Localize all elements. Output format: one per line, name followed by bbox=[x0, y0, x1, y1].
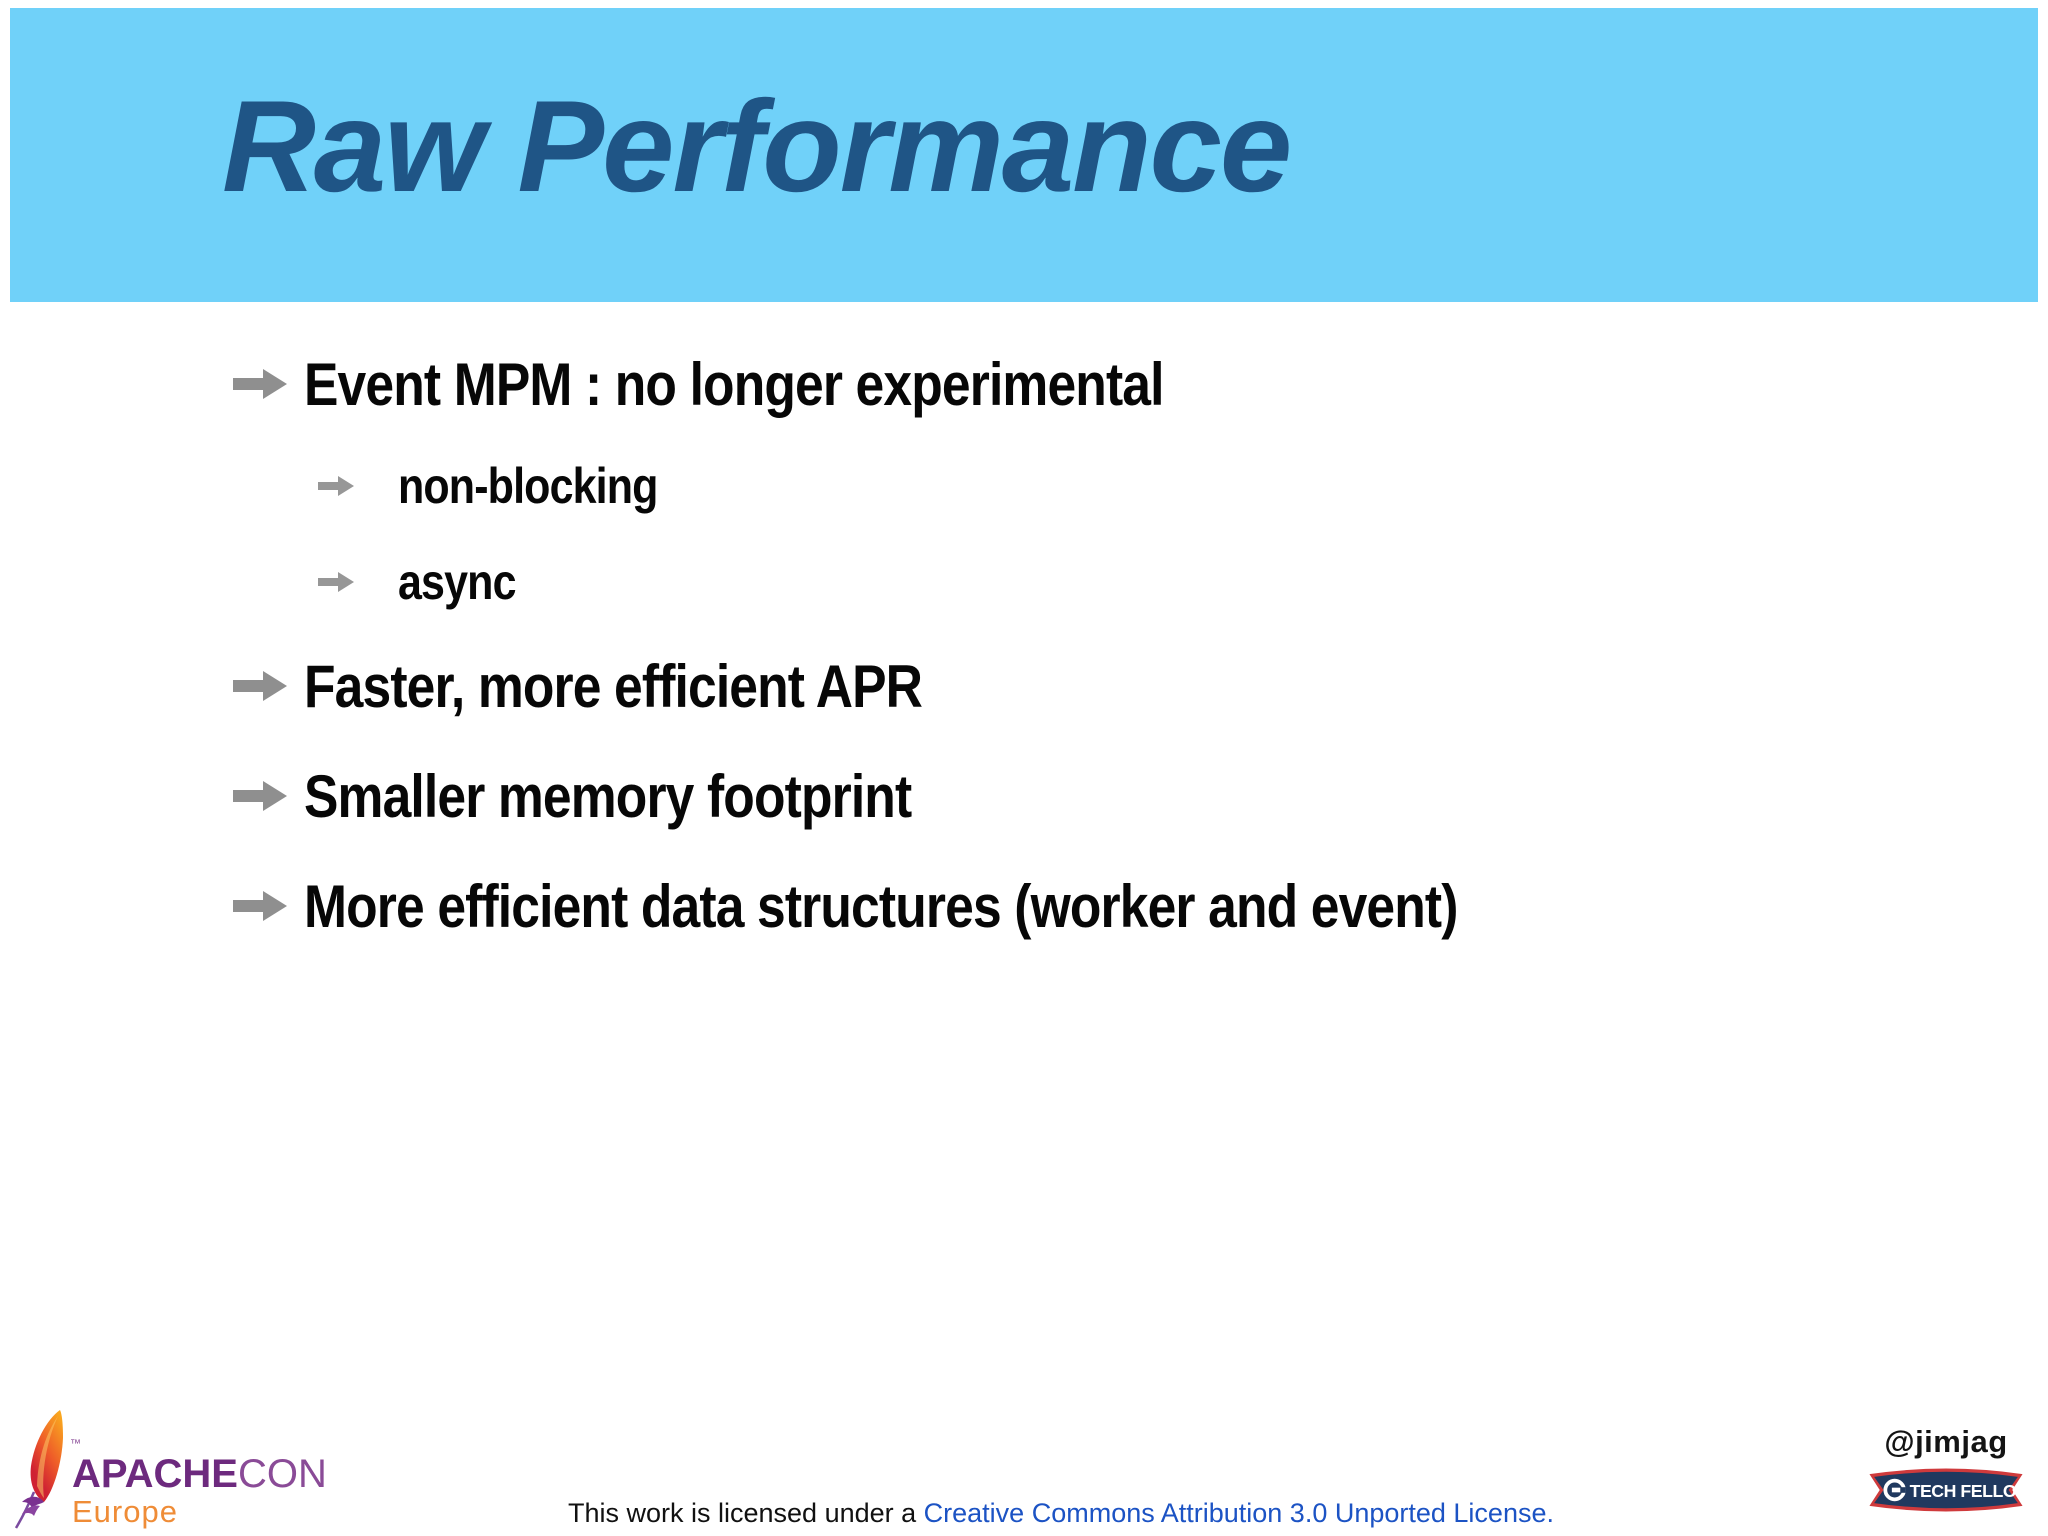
trademark-symbol: ™ bbox=[70, 1438, 81, 1450]
bullet-list: Event MPM : no longer experimental non-b… bbox=[0, 350, 2048, 940]
bullet-text: More efficient data structures (worker a… bbox=[304, 872, 1458, 940]
author-credit: @jimjag TECH FELLOWS bbox=[1860, 1424, 2032, 1518]
right-arrow-bullet-icon bbox=[233, 671, 287, 701]
license-line: This work is licensed under a Creative C… bbox=[0, 1498, 2048, 1529]
right-arrow-bullet-icon bbox=[233, 369, 287, 399]
bullet-text: Smaller memory footprint bbox=[304, 762, 912, 830]
apache-word: APACHE bbox=[72, 1452, 238, 1496]
bullet-text: async bbox=[398, 554, 516, 610]
apachecon-region-label: Europe bbox=[72, 1494, 178, 1529]
list-item: More efficient data structures (worker a… bbox=[0, 872, 2048, 940]
right-arrow-bullet-icon bbox=[318, 476, 354, 496]
page-title: Raw Performance bbox=[222, 73, 1292, 219]
tech-fellows-label: TECH FELLOWS bbox=[1910, 1481, 2029, 1501]
apachecon-wordmark: APACHECON bbox=[72, 1452, 327, 1497]
apache-feather-icon bbox=[14, 1410, 63, 1529]
list-item: non-blocking bbox=[0, 458, 2048, 514]
right-arrow-bullet-icon bbox=[318, 572, 354, 592]
right-arrow-bullet-icon bbox=[233, 891, 287, 921]
right-arrow-bullet-icon bbox=[233, 781, 287, 811]
tech-fellows-banner-logo: TECH FELLOWS bbox=[1869, 1468, 2029, 1512]
license-link[interactable]: Creative Commons Attribution 3.0 Unporte… bbox=[923, 1498, 1554, 1528]
slide-header: Raw Performance bbox=[10, 8, 2038, 302]
bullet-text: non-blocking bbox=[398, 458, 658, 514]
bullet-text: Faster, more efficient APR bbox=[304, 652, 923, 720]
bullet-text: Event MPM : no longer experimental bbox=[304, 350, 1164, 418]
con-word: CON bbox=[237, 1452, 327, 1496]
license-prefix-text: This work is licensed under a bbox=[568, 1498, 924, 1528]
list-item: Smaller memory footprint bbox=[0, 762, 2048, 830]
twitter-handle: @jimjag bbox=[1884, 1424, 2008, 1459]
list-item: async bbox=[0, 554, 2048, 610]
list-item: Faster, more efficient APR bbox=[0, 652, 2048, 720]
apachecon-logo: ™ APACHECON Europe bbox=[14, 1408, 374, 1532]
list-item: Event MPM : no longer experimental bbox=[0, 350, 2048, 418]
